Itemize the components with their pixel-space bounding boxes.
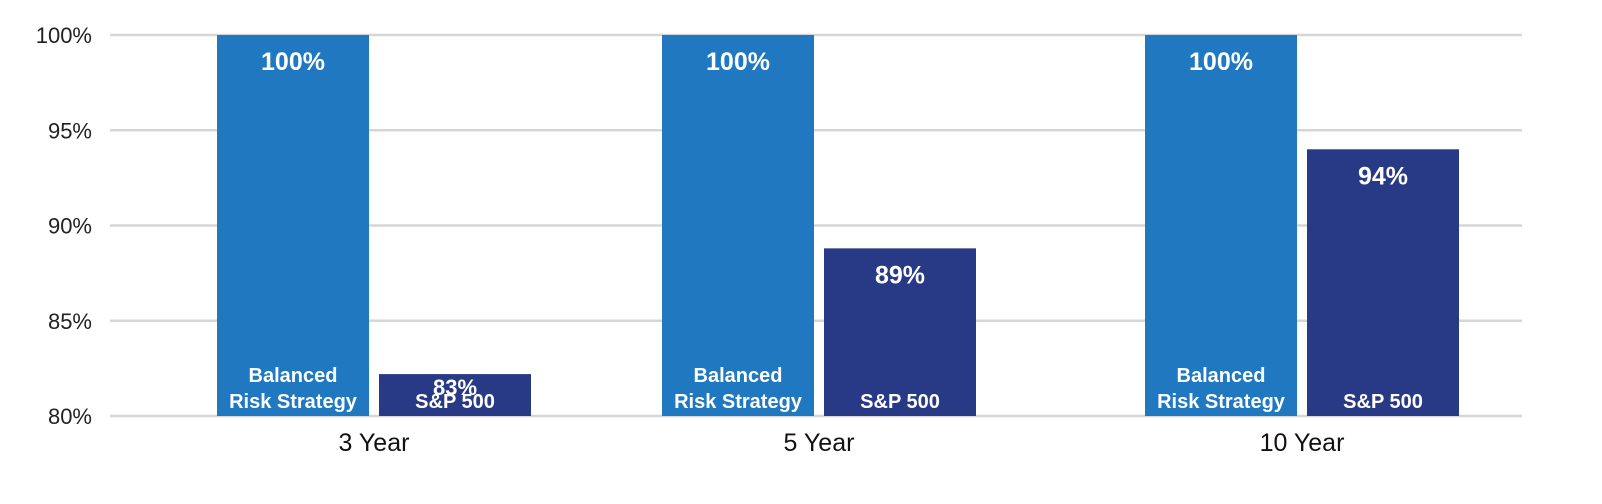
series-name-label: S&P 500 (415, 391, 495, 413)
value-label: 94% (1358, 162, 1408, 190)
bar-sp500-1 (824, 248, 976, 416)
value-label: 100% (1189, 48, 1253, 76)
series-name-label: S&P 500 (1343, 391, 1423, 413)
series-name-label: Risk Strategy (674, 391, 803, 413)
bar-sp500-0 (379, 374, 531, 416)
y-axis-ticks: 80% 85% 90% 95% 100% (36, 23, 92, 429)
y-tick-label: 100% (36, 23, 92, 48)
series-name-label: Balanced (249, 365, 338, 387)
x-category-label: 10 Year (1260, 429, 1345, 457)
y-tick-label: 80% (48, 404, 92, 429)
series-name-label: Risk Strategy (229, 391, 358, 413)
value-label: 89% (875, 261, 925, 289)
series-name-label: Balanced (694, 365, 783, 387)
bar-balanced-risk-2 (1145, 35, 1297, 416)
y-tick-label: 90% (48, 214, 92, 239)
x-category-label: 5 Year (784, 429, 855, 457)
y-tick-label: 95% (48, 118, 92, 143)
x-axis-categories: 3 Year 5 Year 10 Year (339, 429, 1345, 457)
bar-balanced-risk-0 (217, 35, 369, 416)
bar-balanced-risk-1 (662, 35, 814, 416)
value-label: 100% (706, 48, 770, 76)
bars (217, 35, 1459, 417)
value-label: 100% (261, 48, 325, 76)
value-label: 83% (433, 375, 477, 400)
y-tick-label: 85% (48, 309, 92, 334)
series-name-label: Risk Strategy (1157, 391, 1286, 413)
bar-labels: 100% Balanced Risk Strategy 100% Balanced Ris… (229, 48, 1423, 413)
series-name-label: Balanced (1177, 365, 1266, 387)
bar-sp500-2 (1307, 149, 1459, 417)
x-category-label: 3 Year (339, 429, 410, 457)
series-name-label: S&P 500 (860, 391, 940, 413)
